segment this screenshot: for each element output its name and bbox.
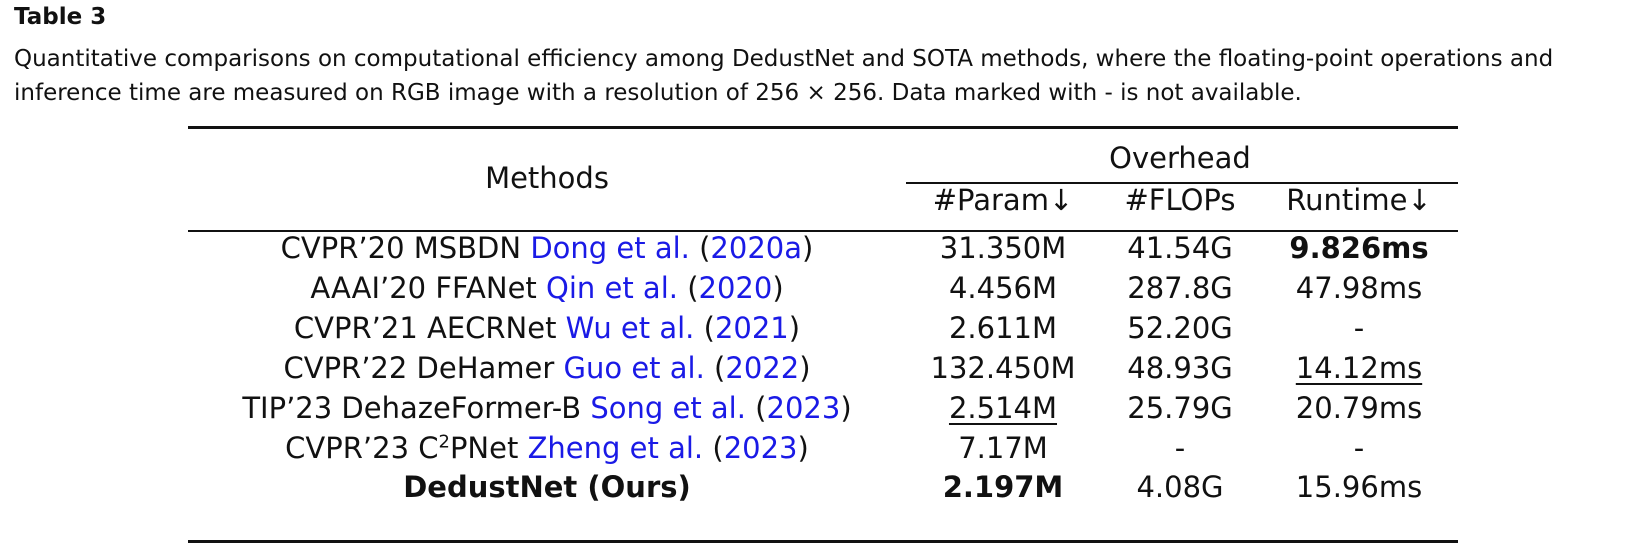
param-cell: 4.456M (948, 271, 1058, 305)
method-cell: CVPR’21 AECRNet Wu et al. (2021) (293, 311, 801, 345)
flops-cell: 52.20G (1127, 311, 1233, 345)
overhead-rule (906, 182, 1458, 184)
flops-cell: 287.8G (1127, 271, 1233, 305)
runtime-value-underlined: 14.12ms (1295, 351, 1423, 385)
header-overhead: Overhead (1109, 141, 1251, 175)
citation-year-link[interactable]: 2020a (710, 231, 802, 265)
citation-author-link[interactable]: Wu et al. (565, 311, 695, 345)
top-rule (188, 126, 1458, 129)
header-rule (188, 230, 1458, 232)
flops-cell: 25.79G (1127, 391, 1233, 425)
header-methods: Methods (485, 161, 609, 195)
method-venue: CVPR’23 C (285, 431, 439, 465)
runtime-cell: 20.79ms (1295, 391, 1423, 425)
header-param: #Param↓ (932, 183, 1074, 217)
citation-year-link[interactable]: 2022 (725, 351, 800, 385)
method-venue: CVPR’20 MSBDN (280, 231, 522, 265)
method-cell: CVPR’20 MSBDN Dong et al. (2020a) (280, 231, 814, 265)
method-cell: CVPR’22 DeHamer Guo et al. (2022) (283, 351, 811, 385)
param-cell: 31.350M (939, 231, 1067, 265)
header-runtime: Runtime↓ (1286, 183, 1432, 217)
ours-method-cell: DedustNet (Ours) (403, 470, 691, 504)
method-venue-superscript: 2 (438, 431, 450, 453)
runtime-cell: 9.826ms (1289, 231, 1429, 265)
param-cell: 7.17M (958, 431, 1048, 465)
citation-author-link[interactable]: Song et al. (590, 391, 746, 425)
method-venue: AAAI’20 FFANet (310, 271, 537, 305)
runtime-cell: - (1353, 431, 1365, 465)
flops-cell: 48.93G (1127, 351, 1233, 385)
ours-flops-cell: 4.08G (1136, 470, 1224, 504)
flops-cell: - (1174, 431, 1186, 465)
citation-author-link[interactable]: Dong et al. (530, 231, 690, 265)
flops-cell: 41.54G (1127, 231, 1233, 265)
runtime-cell: 47.98ms (1295, 271, 1423, 305)
citation-year-link[interactable]: 2023 (723, 431, 798, 465)
ours-param-cell: 2.197M (942, 470, 1064, 504)
citation-author-link[interactable]: Guo et al. (563, 351, 705, 385)
citation-author-link[interactable]: Qin et al. (546, 271, 678, 305)
method-cell: TIP’23 DehazeFormer-B Song et al. (2023) (242, 391, 852, 425)
table-label: Table 3 (14, 4, 107, 30)
method-venue: TIP’23 DehazeFormer-B (242, 391, 582, 425)
header-flops: #FLOPs (1124, 183, 1236, 217)
method-cell: AAAI’20 FFANet Qin et al. (2020) (310, 271, 784, 305)
ours-runtime-cell: 15.96ms (1295, 470, 1423, 504)
table-caption: Quantitative comparisons on computationa… (14, 46, 1554, 106)
method-venue-rest: PNet (449, 431, 519, 465)
param-cell: 132.450M (930, 351, 1076, 385)
citation-year-link[interactable]: 2020 (698, 271, 773, 305)
param-value-underlined: 2.514M (948, 391, 1058, 425)
method-venue: CVPR’22 DeHamer (283, 351, 555, 385)
method-cell: CVPR’23 C2PNet Zheng et al. (2023) (285, 431, 809, 465)
citation-year-link[interactable]: 2021 (714, 311, 789, 345)
citation-author-link[interactable]: Zheng et al. (527, 431, 704, 465)
runtime-cell: 14.12ms (1260, 348, 1458, 388)
bottom-rule (188, 540, 1458, 543)
runtime-cell: - (1353, 311, 1365, 345)
param-cell: 2.611M (948, 311, 1058, 345)
param-cell: 2.514M (906, 388, 1100, 428)
method-venue: CVPR’21 AECRNet (293, 311, 557, 345)
citation-year-link[interactable]: 2023 (766, 391, 841, 425)
